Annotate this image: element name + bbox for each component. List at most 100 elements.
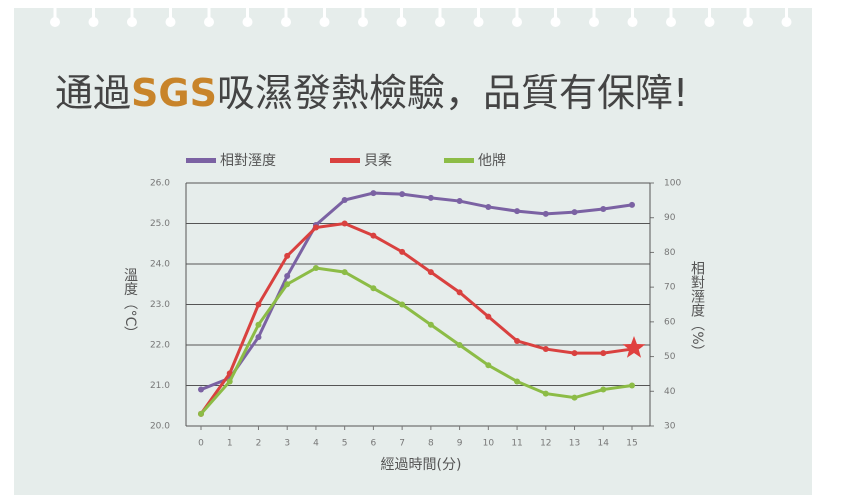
point bbox=[600, 206, 607, 213]
y2-axis-label: 相對溼度（%） bbox=[689, 261, 705, 358]
point bbox=[226, 370, 233, 377]
point bbox=[542, 346, 549, 353]
point bbox=[255, 301, 262, 308]
hole-stem bbox=[323, 0, 326, 18]
legend-swatch bbox=[444, 158, 474, 163]
x-tick-label: 14 bbox=[598, 439, 610, 449]
y2-tick-label: 80 bbox=[664, 248, 676, 258]
point bbox=[226, 378, 233, 385]
x-tick-label: 13 bbox=[569, 439, 580, 449]
hole bbox=[319, 17, 330, 27]
x-tick-label: 15 bbox=[626, 439, 637, 449]
x-tick-label: 7 bbox=[399, 439, 405, 449]
y2-tick-label: 30 bbox=[664, 422, 676, 432]
point bbox=[542, 210, 549, 217]
y-tick-label: 21.0 bbox=[150, 381, 170, 391]
hole bbox=[704, 17, 715, 27]
point bbox=[542, 390, 549, 397]
point bbox=[485, 362, 492, 369]
point bbox=[198, 386, 204, 393]
point bbox=[399, 248, 406, 255]
hole bbox=[435, 17, 445, 27]
hole bbox=[666, 17, 676, 27]
hole bbox=[127, 17, 137, 27]
x-tick-label: 5 bbox=[342, 439, 348, 449]
x-tick-label: 11 bbox=[511, 439, 522, 449]
legend-swatch bbox=[186, 158, 216, 163]
point bbox=[427, 194, 434, 201]
point bbox=[284, 281, 291, 288]
hole-stem bbox=[361, 0, 365, 18]
hole-stem bbox=[669, 0, 673, 18]
hole bbox=[242, 17, 253, 27]
panel bbox=[14, 8, 812, 495]
title-part: 通過 bbox=[55, 71, 131, 115]
point bbox=[312, 265, 319, 272]
y2-tick-label: 60 bbox=[664, 317, 676, 327]
x-tick-label: 6 bbox=[371, 439, 377, 449]
point bbox=[255, 334, 262, 341]
hole-stem bbox=[169, 0, 172, 18]
hole-stem bbox=[207, 0, 211, 18]
point bbox=[514, 208, 521, 215]
point bbox=[427, 269, 434, 276]
point bbox=[629, 382, 635, 389]
x-tick-label: 3 bbox=[284, 439, 290, 449]
point bbox=[600, 386, 607, 393]
point bbox=[571, 350, 578, 357]
hole bbox=[589, 17, 599, 27]
hole bbox=[512, 17, 522, 27]
point bbox=[456, 289, 463, 296]
hole-stem bbox=[284, 0, 288, 18]
point bbox=[456, 198, 463, 205]
y-axis-label: 溫度（°C） bbox=[122, 268, 138, 341]
x-tick-label: 0 bbox=[198, 439, 204, 449]
y-tick-label: 26.0 bbox=[150, 179, 170, 189]
hole-stem bbox=[554, 0, 557, 18]
point bbox=[341, 269, 348, 276]
point bbox=[255, 321, 262, 328]
hole bbox=[204, 17, 214, 27]
hole bbox=[781, 17, 792, 27]
y2-tick-label: 90 bbox=[664, 213, 676, 223]
point bbox=[399, 301, 406, 308]
hole-stem bbox=[400, 0, 403, 18]
point bbox=[284, 273, 291, 280]
point bbox=[571, 209, 578, 216]
hole bbox=[473, 17, 484, 27]
point bbox=[514, 378, 521, 385]
star bbox=[622, 336, 646, 358]
point bbox=[284, 252, 291, 259]
y-tick-label: 22.0 bbox=[150, 341, 170, 351]
y-tick-label: 25.0 bbox=[150, 219, 170, 229]
hole bbox=[88, 17, 99, 27]
hole-stem bbox=[785, 0, 788, 18]
chart-title: 通過SGS吸濕發熱檢驗，品質有保障! bbox=[55, 71, 688, 115]
hole-stem bbox=[592, 0, 596, 18]
point bbox=[370, 190, 377, 197]
hole-stem bbox=[631, 0, 634, 18]
point bbox=[485, 313, 492, 320]
point bbox=[600, 350, 607, 357]
y2-tick-label: 50 bbox=[664, 352, 676, 362]
point bbox=[629, 201, 635, 208]
hole-stem bbox=[708, 0, 711, 18]
hole-stem bbox=[438, 0, 442, 18]
x-tick-label: 1 bbox=[227, 439, 233, 449]
x-tick-label: 9 bbox=[457, 439, 463, 449]
y-tick-label: 20.0 bbox=[150, 422, 170, 432]
point bbox=[485, 203, 492, 210]
hole-stem bbox=[246, 0, 249, 18]
series-line bbox=[199, 266, 633, 415]
hole bbox=[396, 17, 407, 27]
x-tick-label: 12 bbox=[540, 439, 551, 449]
point bbox=[341, 197, 348, 204]
point bbox=[399, 191, 406, 198]
hole-stem bbox=[477, 0, 480, 18]
hole-stem bbox=[53, 0, 57, 18]
y-tick-label: 24.0 bbox=[150, 260, 170, 270]
point bbox=[514, 337, 521, 344]
y2-tick-label: 100 bbox=[664, 179, 681, 189]
series-line bbox=[199, 221, 633, 415]
